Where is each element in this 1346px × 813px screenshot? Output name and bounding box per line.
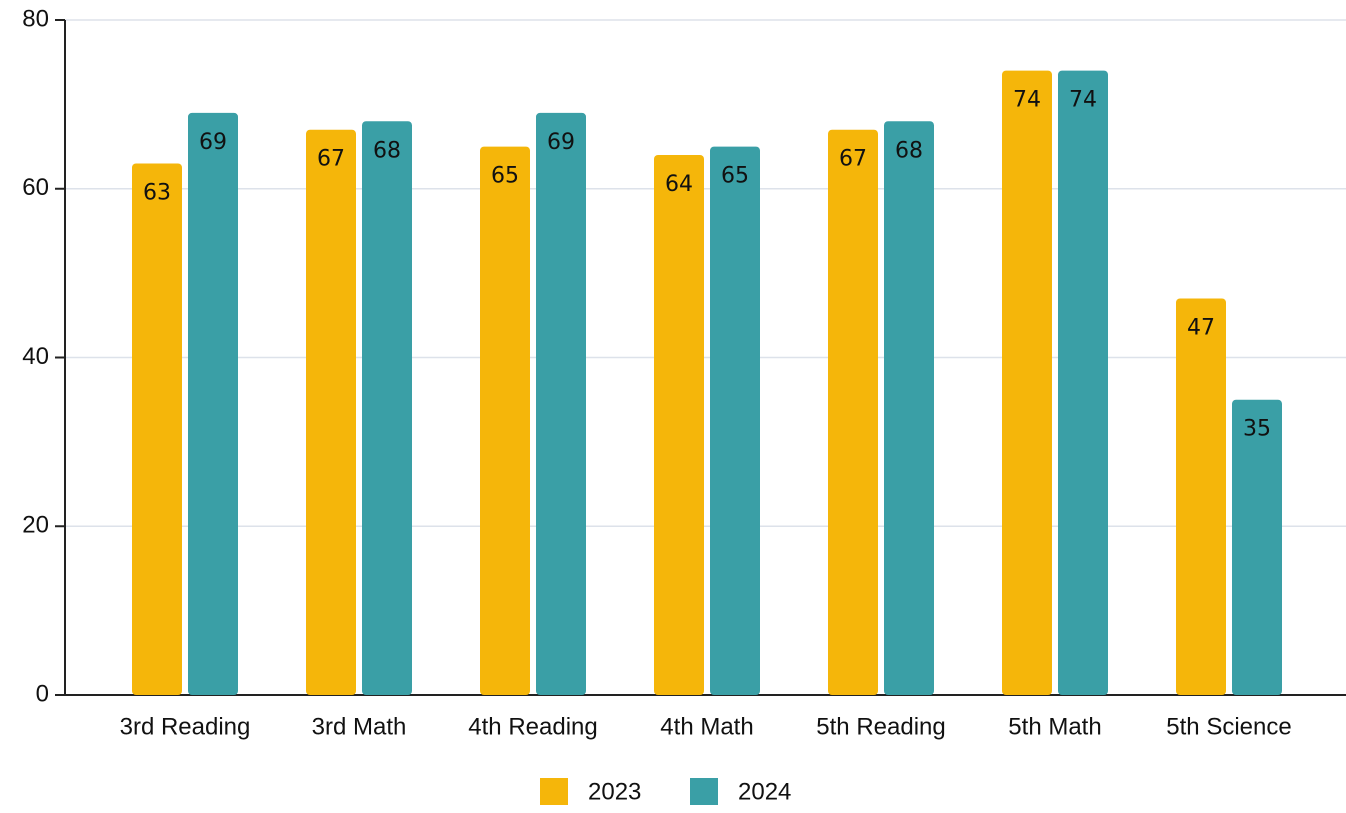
legend-swatch bbox=[690, 778, 718, 805]
bar bbox=[132, 163, 182, 695]
value-label: 64 bbox=[665, 172, 693, 197]
bar bbox=[536, 112, 586, 695]
value-label: 68 bbox=[895, 138, 923, 163]
bar bbox=[1176, 298, 1226, 695]
value-label: 74 bbox=[1013, 88, 1041, 113]
x-tick-label: 5th Science bbox=[1166, 713, 1291, 740]
value-label: 67 bbox=[317, 147, 345, 172]
bar bbox=[828, 129, 878, 695]
bar bbox=[710, 146, 760, 695]
bar bbox=[1002, 70, 1052, 695]
bar bbox=[188, 112, 238, 695]
value-label: 35 bbox=[1243, 417, 1271, 442]
bar bbox=[306, 129, 356, 695]
y-tick-label: 40 bbox=[22, 343, 49, 370]
value-label: 69 bbox=[547, 130, 575, 155]
bar bbox=[884, 121, 934, 695]
bar bbox=[362, 121, 412, 695]
value-label: 65 bbox=[721, 164, 749, 189]
x-tick-label: 5th Math bbox=[1008, 713, 1101, 740]
value-label: 63 bbox=[143, 180, 171, 205]
x-tick-label: 5th Reading bbox=[816, 713, 945, 740]
value-label: 67 bbox=[839, 147, 867, 172]
y-tick-label: 60 bbox=[22, 174, 49, 201]
bar bbox=[1058, 70, 1108, 695]
value-label: 47 bbox=[1187, 315, 1215, 340]
legend-label: 2023 bbox=[588, 778, 641, 805]
value-label: 65 bbox=[491, 164, 519, 189]
x-tick-label: 3rd Math bbox=[312, 713, 407, 740]
bar bbox=[1232, 399, 1282, 695]
legend-label: 2024 bbox=[738, 778, 791, 805]
x-tick-label: 3rd Reading bbox=[120, 713, 251, 740]
x-tick-label: 4th Reading bbox=[468, 713, 597, 740]
y-tick-label: 20 bbox=[22, 512, 49, 539]
bar bbox=[654, 155, 704, 695]
y-tick-label: 80 bbox=[22, 5, 49, 32]
y-tick-label: 0 bbox=[36, 680, 49, 707]
bar bbox=[480, 146, 530, 695]
x-tick-label: 4th Math bbox=[660, 713, 753, 740]
value-label: 74 bbox=[1069, 88, 1097, 113]
value-label: 69 bbox=[199, 130, 227, 155]
value-label: 68 bbox=[373, 138, 401, 163]
legend-swatch bbox=[540, 778, 568, 805]
